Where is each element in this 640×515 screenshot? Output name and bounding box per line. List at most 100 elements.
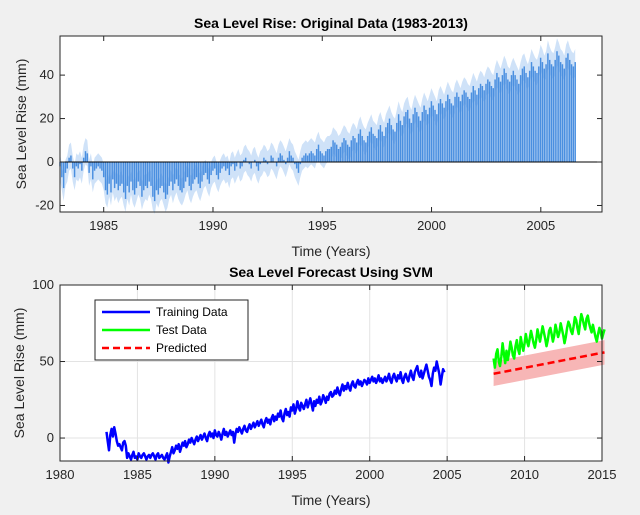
x-tick-label: 2000 bbox=[417, 218, 446, 233]
bar bbox=[569, 59, 571, 163]
bar bbox=[488, 81, 491, 163]
bar bbox=[456, 92, 458, 163]
bar bbox=[563, 68, 566, 163]
x-tick-label: 1985 bbox=[123, 467, 152, 482]
bar bbox=[532, 66, 535, 163]
bar bbox=[266, 162, 269, 165]
y-axis-label-forecast: Sea Level Rise (mm) bbox=[11, 308, 27, 439]
bar bbox=[321, 153, 323, 163]
bar bbox=[468, 99, 471, 163]
bar bbox=[126, 162, 129, 186]
bar bbox=[81, 162, 83, 171]
bar bbox=[412, 114, 414, 163]
bar bbox=[425, 109, 427, 163]
y-tick-label: 100 bbox=[32, 277, 54, 292]
bar bbox=[325, 151, 327, 163]
bar bbox=[437, 103, 440, 163]
bar bbox=[414, 107, 416, 163]
bar bbox=[92, 162, 94, 180]
bar bbox=[545, 64, 547, 163]
bar bbox=[377, 129, 380, 163]
bar bbox=[559, 62, 562, 163]
y-tick-label: 50 bbox=[40, 354, 54, 369]
bar bbox=[516, 79, 518, 163]
bar bbox=[93, 162, 96, 171]
y-tick-label: 0 bbox=[47, 430, 54, 445]
bar bbox=[219, 162, 221, 173]
bar bbox=[383, 135, 385, 163]
bar bbox=[385, 127, 387, 163]
bar bbox=[401, 125, 403, 163]
bar bbox=[447, 94, 449, 163]
bar bbox=[399, 120, 402, 163]
y-tick-label: -20 bbox=[35, 197, 54, 212]
bars-original bbox=[59, 51, 576, 202]
bar bbox=[173, 162, 176, 184]
bar bbox=[476, 94, 478, 163]
bar bbox=[153, 162, 156, 202]
bar bbox=[523, 66, 525, 163]
bar bbox=[312, 153, 314, 163]
plot-frame-forecast bbox=[59, 284, 603, 462]
legend-item-test: Test Data bbox=[102, 323, 207, 337]
bar bbox=[432, 105, 434, 163]
x-tick-label: 2015 bbox=[588, 467, 617, 482]
bar bbox=[512, 70, 515, 163]
bar bbox=[77, 162, 79, 169]
bar bbox=[264, 159, 267, 163]
bar bbox=[141, 162, 143, 197]
bar bbox=[294, 162, 296, 165]
y-tick-label: 20 bbox=[40, 111, 54, 126]
bar bbox=[556, 51, 558, 163]
predicted-line bbox=[493, 351, 605, 375]
bar bbox=[183, 162, 185, 189]
bar bbox=[388, 118, 391, 163]
bar bbox=[197, 162, 200, 184]
y-ticks-forecast: 0 50 100 bbox=[32, 277, 602, 445]
bar bbox=[477, 88, 480, 163]
bar bbox=[244, 157, 247, 163]
bar bbox=[159, 162, 161, 189]
bar bbox=[352, 135, 354, 163]
x-tick-label: 2000 bbox=[355, 467, 384, 482]
bar bbox=[255, 162, 258, 167]
bar bbox=[408, 118, 411, 163]
bar bbox=[112, 162, 114, 180]
bar bbox=[248, 162, 251, 165]
bar bbox=[441, 103, 444, 163]
bar bbox=[419, 120, 422, 163]
bar bbox=[137, 162, 140, 182]
bar bbox=[292, 157, 294, 163]
bar bbox=[148, 162, 150, 182]
bar bbox=[241, 162, 243, 167]
bar bbox=[308, 153, 311, 163]
bar bbox=[172, 162, 174, 191]
bar bbox=[104, 162, 107, 191]
bar bbox=[525, 72, 527, 163]
bar bbox=[164, 162, 167, 199]
x-tick-label: 2010 bbox=[510, 467, 539, 482]
bar bbox=[496, 72, 498, 163]
bar bbox=[64, 162, 67, 173]
bar bbox=[277, 157, 280, 163]
bar bbox=[487, 79, 489, 163]
bar bbox=[505, 72, 507, 163]
bar bbox=[363, 140, 365, 163]
x-tick-label: 2005 bbox=[526, 218, 555, 233]
bar bbox=[188, 162, 190, 186]
bar bbox=[90, 162, 92, 167]
x-axis-label-forecast: Time (Years) bbox=[291, 492, 370, 508]
bar bbox=[250, 162, 252, 169]
bar bbox=[297, 162, 300, 173]
bar bbox=[343, 138, 345, 163]
bar bbox=[494, 79, 496, 163]
bar bbox=[206, 162, 209, 180]
bar bbox=[361, 135, 363, 163]
bar bbox=[323, 155, 325, 163]
bar bbox=[454, 96, 456, 163]
bar bbox=[558, 55, 560, 163]
bar bbox=[374, 135, 376, 163]
bar bbox=[210, 162, 212, 176]
bar bbox=[372, 133, 374, 163]
bar bbox=[190, 162, 192, 191]
